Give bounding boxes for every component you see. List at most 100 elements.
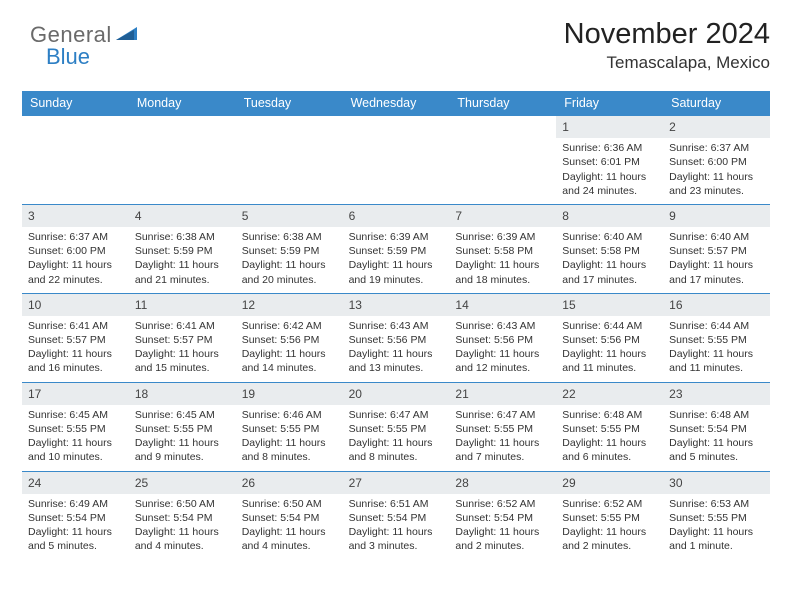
day-number: 23 [663,383,770,405]
daylight-line: Daylight: 11 hours and 17 minutes. [669,258,764,286]
weekday-header: Monday [129,91,236,115]
day-number: 20 [343,383,450,405]
day-number: 2 [663,116,770,138]
weekday-header: Tuesday [236,91,343,115]
day-number: 14 [449,294,556,316]
day-number: 22 [556,383,663,405]
daylight-line: Daylight: 11 hours and 19 minutes. [349,258,444,286]
day-number: 30 [663,472,770,494]
sunrise-line: Sunrise: 6:47 AM [455,408,550,422]
calendar-cell-empty [449,115,556,204]
daylight-line: Daylight: 11 hours and 5 minutes. [28,525,123,553]
weekday-header: Sunday [22,91,129,115]
weekday-header: Friday [556,91,663,115]
calendar-cell: 30Sunrise: 6:53 AMSunset: 5:55 PMDayligh… [663,471,770,560]
sunset-line: Sunset: 5:59 PM [242,244,337,258]
day-number: 1 [556,116,663,138]
sunset-line: Sunset: 5:54 PM [28,511,123,525]
daylight-line: Daylight: 11 hours and 20 minutes. [242,258,337,286]
calendar-cell-empty [129,115,236,204]
sunrise-line: Sunrise: 6:38 AM [242,230,337,244]
sunset-line: Sunset: 5:58 PM [562,244,657,258]
logo-text-blue: Blue [46,44,90,69]
sunset-line: Sunset: 5:55 PM [349,422,444,436]
calendar-cell: 24 Sunrise: 6:49 AMSunset: 5:54 PMDayligh… [22,471,129,560]
calendar-cell: 9Sunrise: 6:40 AMSunset: 5:57 PMDaylight… [663,204,770,293]
day-number: 12 [236,294,343,316]
sunrise-line: Sunrise: 6:43 AM [455,319,550,333]
sunset-line: Sunset: 5:56 PM [562,333,657,347]
sunset-line: Sunset: 5:55 PM [669,333,764,347]
day-number: 10 [22,294,129,316]
calendar-grid: SundayMondayTuesdayWednesdayThursdayFrid… [22,91,770,559]
daylight-line: Daylight: 11 hours and 4 minutes. [135,525,230,553]
day-number: 18 [129,383,236,405]
calendar-cell: 10Sunrise: 6:41 AMSunset: 5:57 PMDayligh… [22,293,129,382]
sunrise-line: Sunrise: 6:48 AM [669,408,764,422]
day-number: 13 [343,294,450,316]
sunrise-line: Sunrise: 6:46 AM [242,408,337,422]
sunset-line: Sunset: 6:00 PM [28,244,123,258]
sunrise-line: Sunrise: 6:50 AM [135,497,230,511]
day-number: 21 [449,383,556,405]
calendar-cell: 19Sunrise: 6:46 AMSunset: 5:55 PMDayligh… [236,382,343,471]
sunrise-line: Sunrise: 6:36 AM [562,141,657,155]
sunrise-line: Sunrise: 6:45 AM [28,408,123,422]
calendar-cell: 21 Sunrise: 6:47 AMSunset: 5:55 PMDayligh… [449,382,556,471]
calendar-cell: 6Sunrise: 6:39 AMSunset: 5:59 PMDaylight… [343,204,450,293]
sunset-line: Sunset: 5:59 PM [135,244,230,258]
calendar-cell: 23Sunrise: 6:48 AMSunset: 5:54 PMDayligh… [663,382,770,471]
calendar-cell: 18Sunrise: 6:45 AMSunset: 5:55 PMDayligh… [129,382,236,471]
sunset-line: Sunset: 5:57 PM [669,244,764,258]
sunset-line: Sunset: 5:58 PM [455,244,550,258]
calendar-cell: 13Sunrise: 6:43 AMSunset: 5:56 PMDayligh… [343,293,450,382]
daylight-line: Daylight: 11 hours and 9 minutes. [135,436,230,464]
sunset-line: Sunset: 5:55 PM [455,422,550,436]
location-label: Temascalapa, Mexico [22,53,770,73]
day-number: 4 [129,205,236,227]
sunset-line: Sunset: 5:56 PM [455,333,550,347]
day-number: 27 [343,472,450,494]
sunset-line: Sunset: 5:54 PM [455,511,550,525]
daylight-line: Daylight: 11 hours and 5 minutes. [669,436,764,464]
calendar-cell: 11Sunrise: 6:41 AMSunset: 5:57 PMDayligh… [129,293,236,382]
logo-subline: Blue [46,44,90,70]
sunset-line: Sunset: 5:55 PM [28,422,123,436]
day-number: 28 [449,472,556,494]
calendar-cell: 16Sunrise: 6:44 AMSunset: 5:55 PMDayligh… [663,293,770,382]
calendar-cell: 4Sunrise: 6:38 AMSunset: 5:59 PMDaylight… [129,204,236,293]
calendar-cell: 14Sunrise: 6:43 AMSunset: 5:56 PMDayligh… [449,293,556,382]
calendar-cell: 28Sunrise: 6:52 AMSunset: 5:54 PMDayligh… [449,471,556,560]
day-number: 15 [556,294,663,316]
calendar-cell: 1Sunrise: 6:36 AMSunset: 6:01 PMDaylight… [556,115,663,204]
daylight-line: Daylight: 11 hours and 8 minutes. [349,436,444,464]
sunrise-line: Sunrise: 6:52 AM [562,497,657,511]
sunrise-line: Sunrise: 6:50 AM [242,497,337,511]
day-number: 5 [236,205,343,227]
day-number: 26 [236,472,343,494]
sunset-line: Sunset: 6:00 PM [669,155,764,169]
daylight-line: Daylight: 11 hours and 22 minutes. [28,258,123,286]
sunrise-line: Sunrise: 6:49 AM [28,497,123,511]
day-number: 16 [663,294,770,316]
daylight-line: Daylight: 11 hours and 11 minutes. [562,347,657,375]
day-number: 7 [449,205,556,227]
daylight-line: Daylight: 11 hours and 4 minutes. [242,525,337,553]
daylight-line: Daylight: 11 hours and 16 minutes. [28,347,123,375]
sunrise-line: Sunrise: 6:53 AM [669,497,764,511]
sunset-line: Sunset: 5:56 PM [242,333,337,347]
calendar-cell: 26Sunrise: 6:50 AMSunset: 5:54 PMDayligh… [236,471,343,560]
sunrise-line: Sunrise: 6:48 AM [562,408,657,422]
sunrise-line: Sunrise: 6:41 AM [135,319,230,333]
sunrise-line: Sunrise: 6:51 AM [349,497,444,511]
sunrise-line: Sunrise: 6:40 AM [669,230,764,244]
daylight-line: Daylight: 11 hours and 14 minutes. [242,347,337,375]
sunset-line: Sunset: 5:55 PM [669,511,764,525]
daylight-line: Daylight: 11 hours and 24 minutes. [562,170,657,198]
daylight-line: Daylight: 11 hours and 7 minutes. [455,436,550,464]
calendar-cell: 27Sunrise: 6:51 AMSunset: 5:54 PMDayligh… [343,471,450,560]
sunset-line: Sunset: 5:55 PM [135,422,230,436]
calendar-cell: 5 Sunrise: 6:38 AMSunset: 5:59 PMDaylight… [236,204,343,293]
day-number: 24 [22,472,129,494]
sunset-line: Sunset: 5:55 PM [242,422,337,436]
